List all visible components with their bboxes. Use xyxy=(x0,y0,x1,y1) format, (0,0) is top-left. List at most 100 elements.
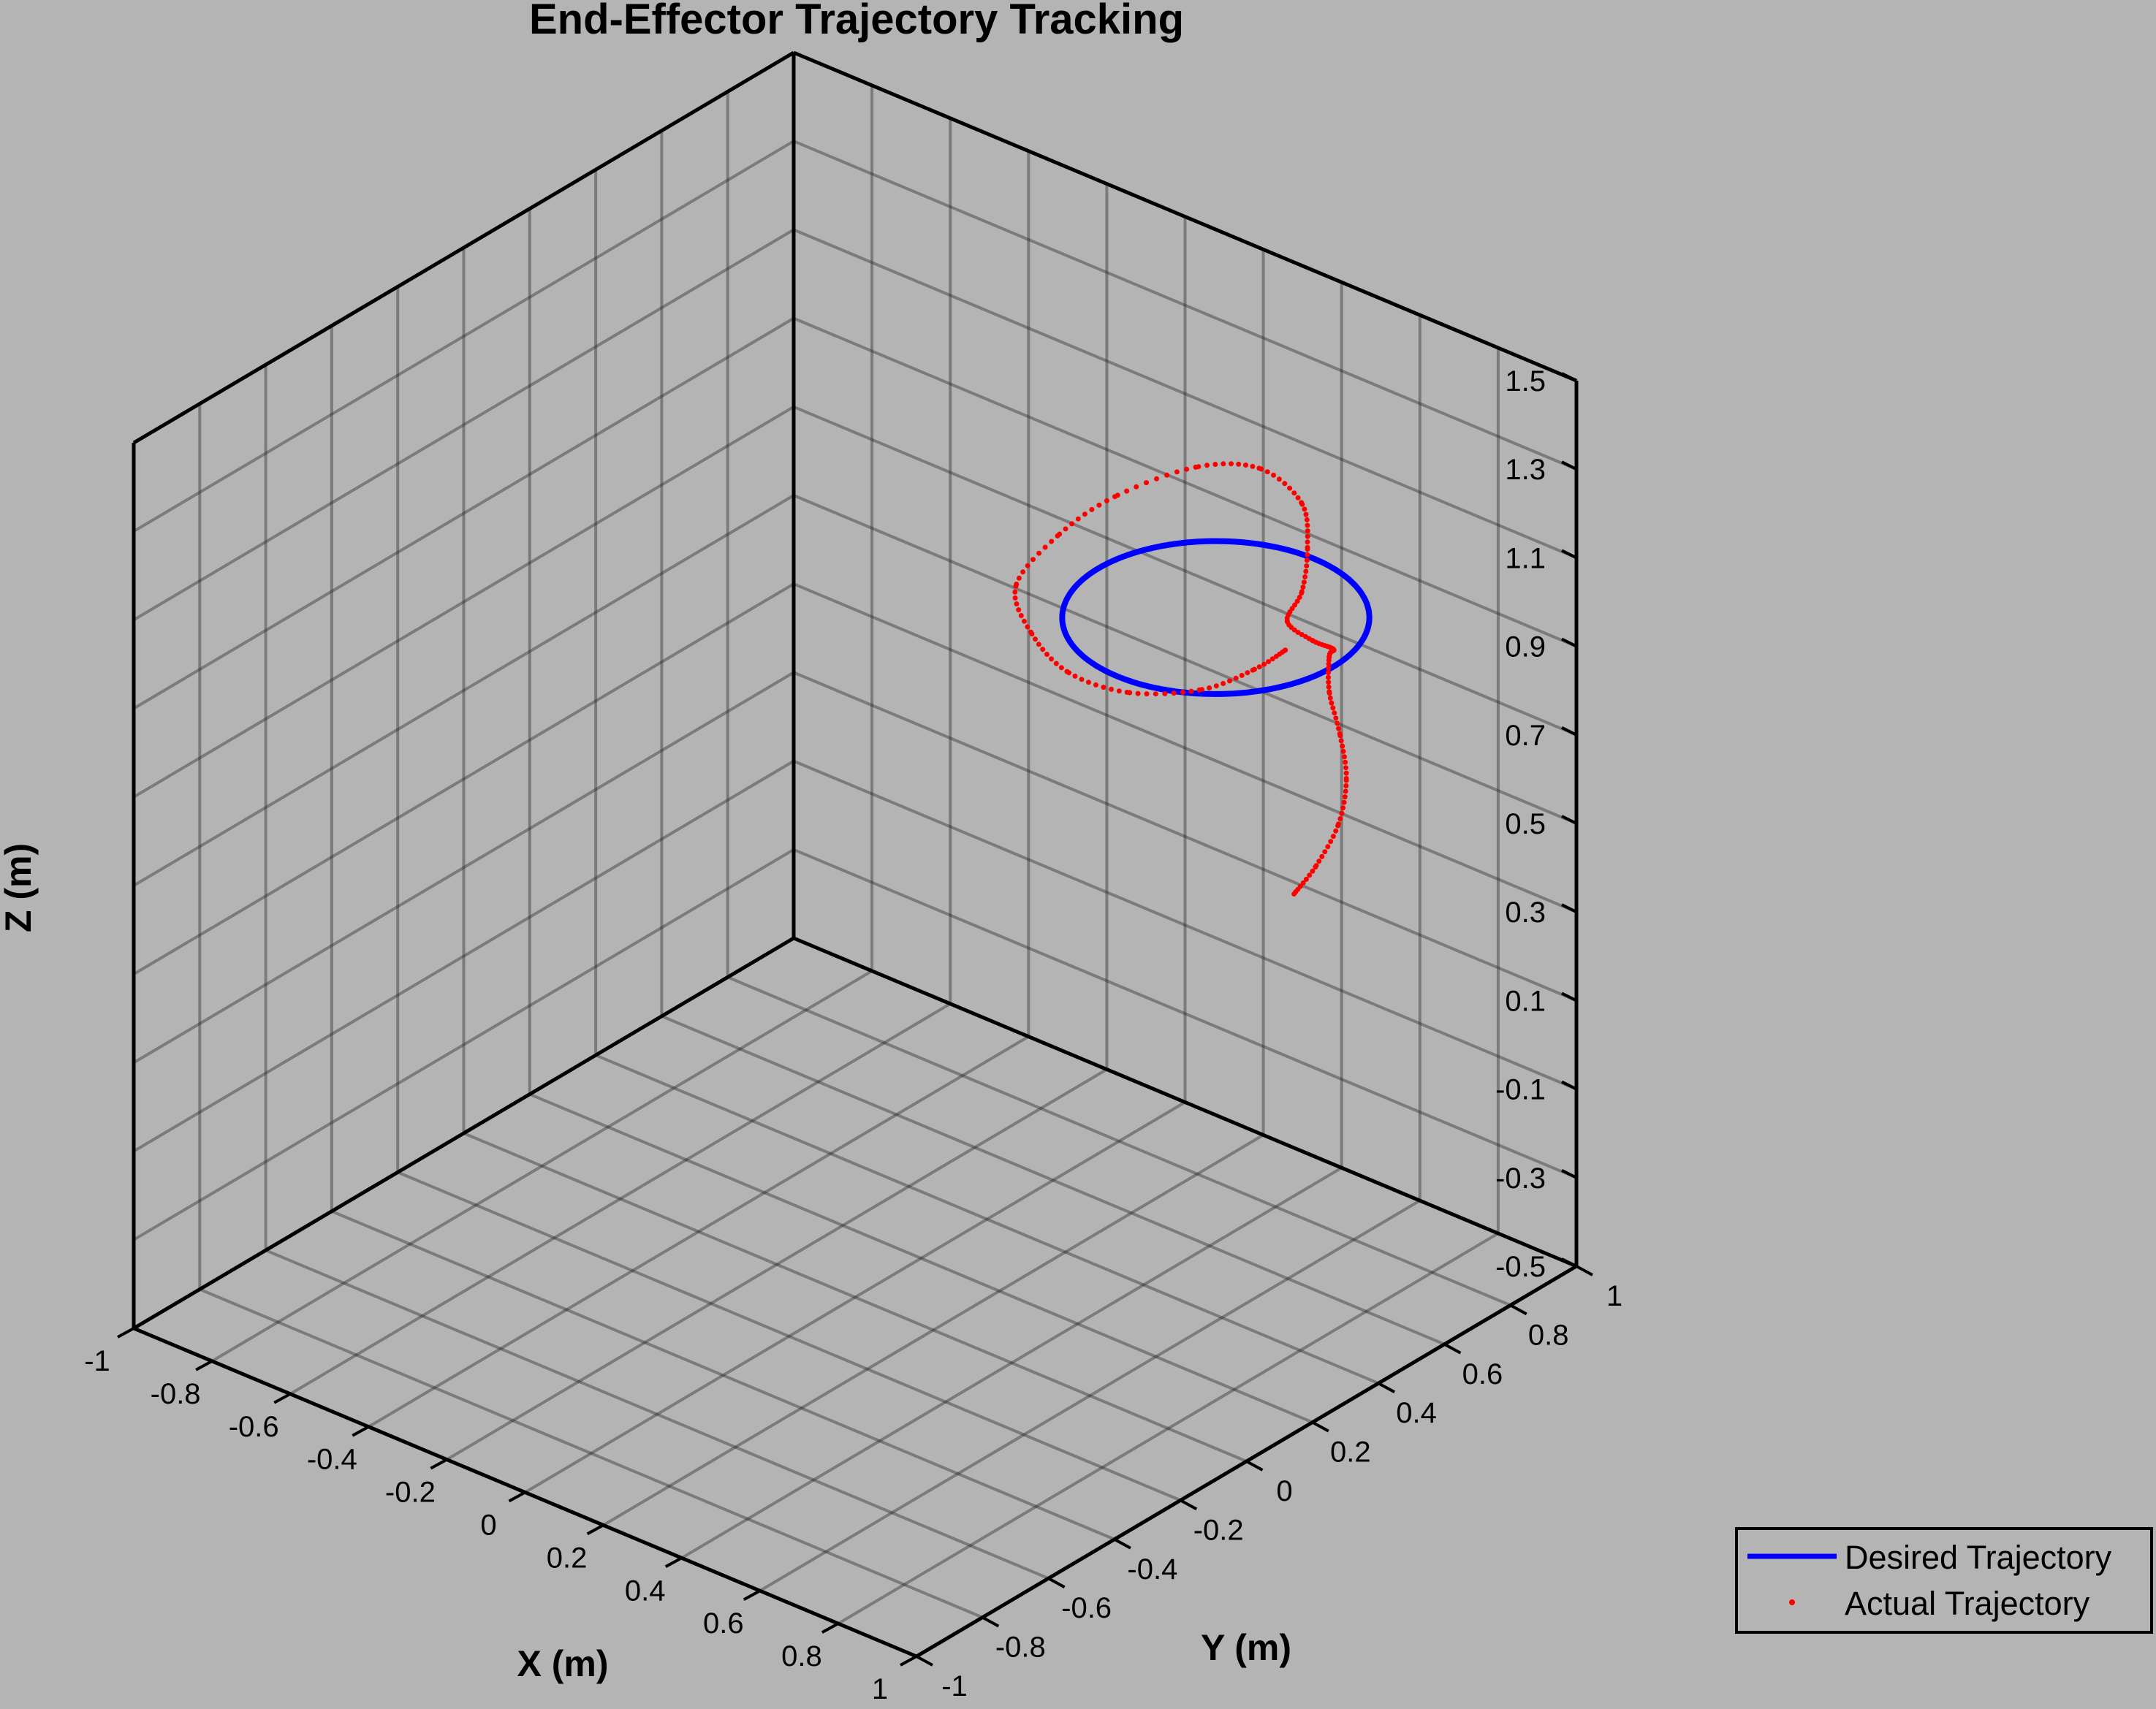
x-tick xyxy=(117,1327,134,1339)
y-tick-label: -0.4 xyxy=(1127,1553,1177,1586)
actual-trajectory-point xyxy=(1297,883,1303,889)
actual-trajectory-point xyxy=(1049,538,1055,544)
actual-trajectory-point xyxy=(1328,839,1334,845)
grid-line xyxy=(680,1166,1343,1560)
actual-trajectory-point xyxy=(1337,816,1343,821)
actual-trajectory-point xyxy=(1029,631,1035,637)
y-tick-label: 0.6 xyxy=(1462,1358,1503,1390)
actual-trajectory-point xyxy=(1055,533,1060,538)
actual-trajectory-point xyxy=(1012,589,1018,595)
z-tick-label: 1.5 xyxy=(1505,365,1546,397)
actual-trajectory-point xyxy=(1325,844,1331,850)
y-tick-label: -1 xyxy=(941,1670,968,1702)
actual-trajectory-point xyxy=(1326,674,1331,680)
actual-trajectory-point xyxy=(1075,516,1081,522)
actual-trajectory-point xyxy=(1282,481,1288,487)
grid-line xyxy=(397,1171,1181,1502)
y-tick xyxy=(1180,1499,1198,1511)
z-tick xyxy=(1561,903,1577,913)
x-tick-label: -0.8 xyxy=(151,1378,201,1410)
actual-trajectory-point xyxy=(1269,656,1275,662)
y-tick xyxy=(1047,1577,1066,1588)
grid-line xyxy=(793,494,1577,825)
legend-box xyxy=(1735,1527,2153,1634)
actual-trajectory-point xyxy=(1127,690,1133,696)
legend-actual-label: Actual Trajectory xyxy=(1845,1585,2090,1622)
grid-line xyxy=(331,1209,1115,1541)
actual-trajectory-point xyxy=(1283,647,1288,653)
z-tick-label: -0.1 xyxy=(1495,1074,1546,1106)
z-tick xyxy=(1561,549,1577,560)
actual-trajectory-point xyxy=(1171,690,1177,696)
legend: Desired Trajectory Actual Trajectory xyxy=(1735,1527,2153,1634)
actual-trajectory-point xyxy=(1330,705,1336,711)
axis-edge xyxy=(132,936,795,1331)
actual-trajectory-point xyxy=(1300,880,1306,886)
actual-trajectory-point xyxy=(1336,726,1342,731)
actual-trajectory-point xyxy=(1227,678,1232,684)
y-tick-label: 0.4 xyxy=(1396,1397,1437,1429)
actual-trajectory-point xyxy=(1025,563,1030,568)
actual-trajectory-point xyxy=(1040,647,1046,652)
actual-trajectory-point xyxy=(1018,613,1024,618)
grid-line xyxy=(132,494,795,887)
x-tick xyxy=(352,1425,370,1437)
grid-line xyxy=(132,406,795,799)
actual-trajectory-point xyxy=(1266,659,1272,664)
actual-trajectory-point xyxy=(1233,675,1239,681)
z-tick xyxy=(1561,372,1577,382)
actual-trajectory-point xyxy=(1343,783,1349,788)
legend-desired-label: Desired Trajectory xyxy=(1845,1539,2112,1576)
actual-trajectory-point xyxy=(1322,849,1328,855)
y-tick-label: 0.2 xyxy=(1330,1436,1371,1469)
grid-line xyxy=(529,1092,1313,1424)
actual-trajectory-point xyxy=(1326,665,1332,671)
actual-trajectory-point xyxy=(1305,528,1310,534)
actual-trajectory-point xyxy=(1134,484,1139,490)
z-tick-label: 0.7 xyxy=(1505,720,1546,752)
actual-trajectory-point xyxy=(1243,463,1248,468)
actual-trajectory-point xyxy=(1030,557,1036,563)
actual-trajectory-point xyxy=(1338,738,1344,744)
actual-trajectory-point xyxy=(1304,557,1310,563)
grid-line xyxy=(793,405,1577,736)
x-tick-label: -0.4 xyxy=(307,1444,357,1476)
actual-trajectory-point xyxy=(1044,652,1049,657)
data-series xyxy=(1012,461,1373,897)
grid-line xyxy=(446,1067,1108,1461)
actual-trajectory-point xyxy=(1014,601,1020,606)
grid-line xyxy=(132,228,795,622)
actual-trajectory-point xyxy=(1164,472,1170,478)
actual-trajectory-point xyxy=(1251,666,1257,672)
actual-trajectory-point xyxy=(1016,575,1022,581)
x-tick-label: 1 xyxy=(872,1673,888,1705)
actual-trajectory-point xyxy=(1144,480,1149,486)
z-tick xyxy=(1561,1080,1577,1091)
actual-trajectory-point xyxy=(1013,583,1019,589)
actual-trajectory-point xyxy=(1036,642,1041,647)
x-axis-label: X (m) xyxy=(517,1643,609,1684)
actual-trajectory-point xyxy=(1180,690,1185,695)
grid-line xyxy=(793,671,1577,1002)
grid-line xyxy=(759,1199,1421,1592)
actual-trajectory-point xyxy=(1072,673,1078,679)
actual-trajectory-point xyxy=(1343,788,1348,794)
grid-line xyxy=(265,1249,1049,1580)
actual-trajectory-point xyxy=(1096,502,1102,508)
y-tick xyxy=(916,1655,933,1667)
actual-trajectory-point xyxy=(1332,710,1337,716)
y-tick xyxy=(982,1615,1000,1628)
x-tick xyxy=(821,1622,839,1634)
grid-line xyxy=(132,316,795,710)
y-tick xyxy=(1509,1303,1527,1316)
actual-trajectory-point xyxy=(1250,463,1256,469)
x-tick xyxy=(664,1556,683,1569)
y-tick xyxy=(1311,1420,1329,1433)
grid-line xyxy=(602,1133,1264,1527)
actual-trajectory-point xyxy=(1239,672,1245,678)
actual-trajectory-point xyxy=(1302,506,1307,512)
grid-line xyxy=(132,848,795,1241)
z-axis-label: Z (m) xyxy=(0,843,39,932)
actual-trajectory-point xyxy=(1287,485,1293,491)
